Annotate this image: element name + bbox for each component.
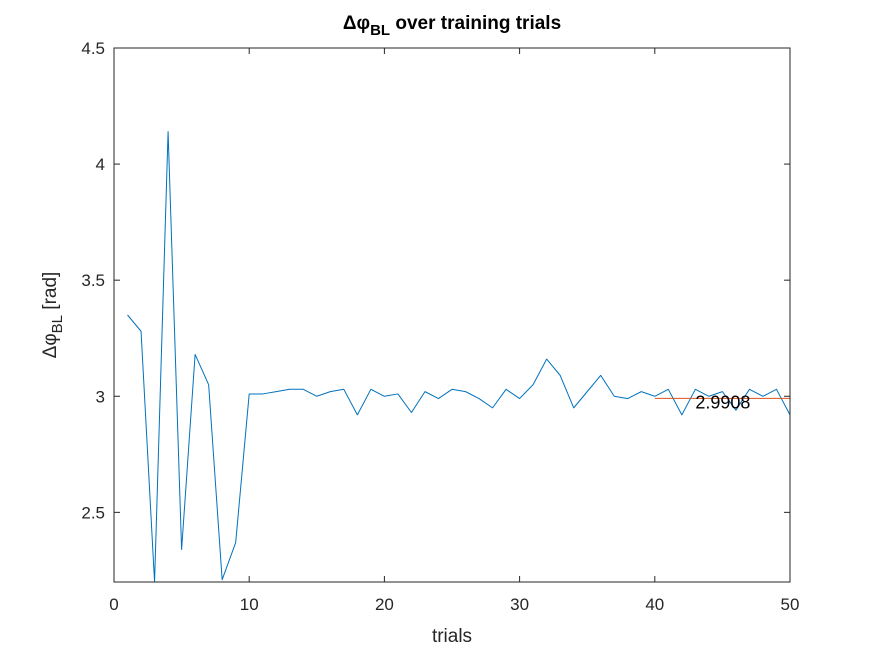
y-tick-label: 4	[96, 155, 105, 174]
x-axis-label: trials	[432, 626, 472, 647]
y-tick-label: 3.5	[81, 271, 105, 290]
title-text: over training trials	[390, 13, 561, 34]
x-tick-label: 30	[510, 595, 529, 614]
ylabel-text: [rad]	[40, 272, 61, 315]
series-line-trials	[127, 131, 790, 582]
ylabel-symbol: Δφ	[40, 333, 61, 358]
y-tick-label: 4.5	[81, 39, 105, 58]
x-tick-label: 10	[240, 595, 259, 614]
x-tick-label: 40	[645, 595, 664, 614]
title-subscript: BL	[370, 22, 390, 39]
mean-annotation: 2.9908	[695, 392, 750, 412]
x-axis: 0 10 20 30 40 50	[109, 48, 799, 614]
x-tick-label: 20	[375, 595, 394, 614]
series-layer	[127, 131, 790, 582]
x-tick-label: 50	[781, 595, 800, 614]
title-symbol: Δφ	[343, 13, 370, 34]
y-axis: 2.5 3 3.5 4 4.5	[81, 39, 790, 522]
ylabel-subscript: BL	[49, 315, 66, 333]
y-tick-label: 3	[96, 387, 105, 406]
chart-title: ΔφBL over training trials	[343, 13, 561, 39]
plot-area	[114, 48, 790, 582]
y-axis-label: ΔφBL [rad]	[40, 272, 66, 359]
y-tick-label: 2.5	[81, 503, 105, 522]
x-tick-label: 0	[109, 595, 118, 614]
axes-box	[113, 47, 791, 583]
